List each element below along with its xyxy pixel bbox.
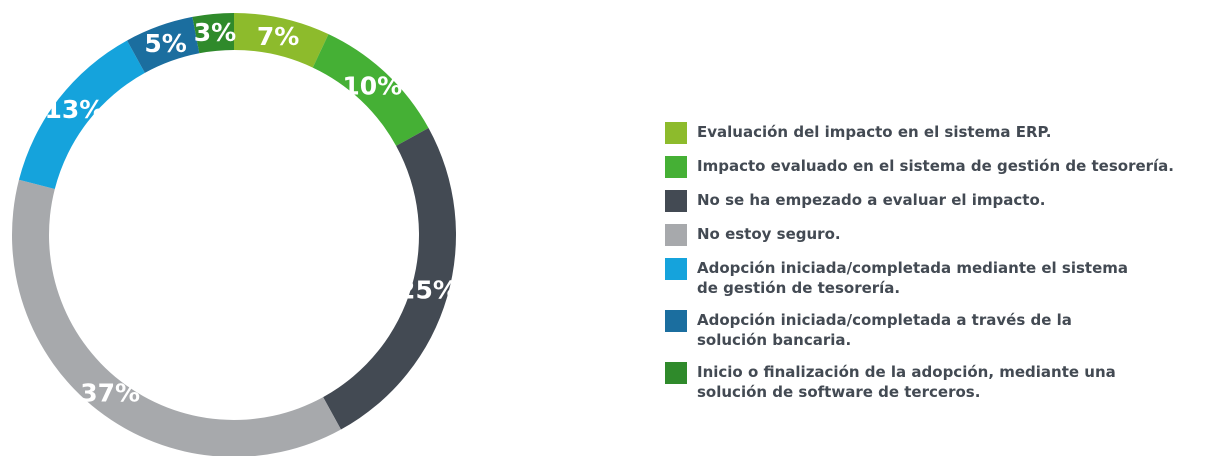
- slice: [234, 13, 329, 68]
- legend-label: No se ha empezado a evaluar el impacto.: [697, 191, 1046, 209]
- legend: Evaluación del impacto en el sistema ERP…: [665, 122, 1174, 414]
- legend-swatch: [665, 362, 687, 384]
- slice-label: 25%: [398, 275, 458, 304]
- slice-label: 13%: [44, 95, 104, 124]
- legend-label: Inicio o finalización de la adopción, me…: [697, 363, 1116, 401]
- legend-item: Inicio o finalización de la adopción, me…: [665, 362, 1174, 402]
- slice: [127, 16, 200, 73]
- legend-label: Evaluación del impacto en el sistema ERP…: [697, 123, 1052, 141]
- slice: [18, 40, 145, 189]
- slice: [12, 179, 341, 456]
- slice: [192, 13, 234, 54]
- legend-swatch: [665, 310, 687, 332]
- legend-swatch: [665, 122, 687, 144]
- legend-label: Impacto evaluado en el sistema de gestió…: [697, 157, 1174, 175]
- legend-swatch: [665, 190, 687, 212]
- legend-item: Impacto evaluado en el sistema de gestió…: [665, 156, 1174, 178]
- slice-label: 3%: [194, 18, 236, 47]
- legend-label: No estoy seguro.: [697, 225, 841, 243]
- legend-label: Adopción iniciada/completada a través de…: [697, 311, 1072, 349]
- legend-swatch: [665, 258, 687, 280]
- legend-item: Adopción iniciada/completada mediante el…: [665, 258, 1174, 298]
- legend-swatch: [665, 156, 687, 178]
- slice-label: 10%: [342, 72, 402, 101]
- legend-label: Adopción iniciada/completada mediante el…: [697, 259, 1129, 297]
- legend-item: No estoy seguro.: [665, 224, 1174, 246]
- slice-label: 5%: [144, 29, 186, 58]
- legend-item: No se ha empezado a evaluar el impacto.: [665, 190, 1174, 212]
- slice-label: 7%: [257, 22, 299, 51]
- legend-swatch: [665, 224, 687, 246]
- slice: [323, 128, 456, 430]
- legend-item: Evaluación del impacto en el sistema ERP…: [665, 122, 1174, 144]
- slice: [312, 34, 429, 146]
- slice-label: 37%: [80, 379, 140, 408]
- legend-item: Adopción iniciada/completada a través de…: [665, 310, 1174, 350]
- chart: 7% 10% 25% 37% 13% 5% 3%: [12, 13, 458, 456]
